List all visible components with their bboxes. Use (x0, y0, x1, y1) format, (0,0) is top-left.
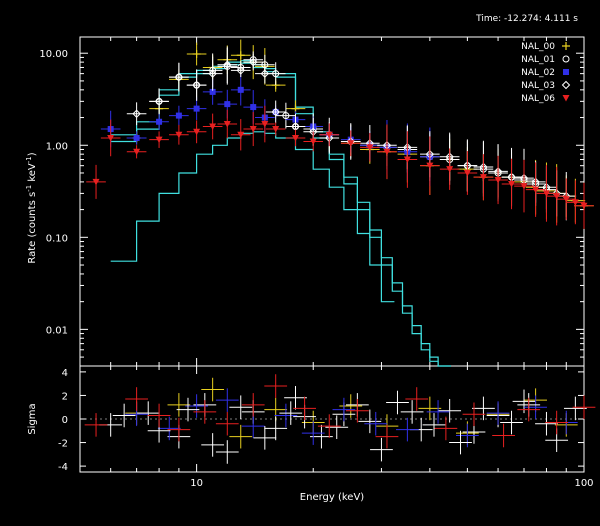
legend-label: NAL_01 (521, 55, 555, 65)
data-point (260, 69, 270, 78)
data-point (224, 101, 231, 108)
legend: NAL_00 NAL_01 NAL_02 NAL_03 NAL_06 (521, 42, 571, 104)
data-point (261, 121, 269, 128)
data-point (249, 57, 258, 67)
data-point (192, 50, 201, 59)
y-tick-label: 10.00 (39, 49, 68, 60)
data-point (347, 140, 355, 147)
data-point (133, 134, 140, 141)
x-tick-label: 10 (190, 478, 203, 489)
spectrum-series (86, 39, 594, 229)
data-point (133, 148, 141, 156)
residual-axes: 10 100 4 2 0 -2 -4 (58, 366, 594, 489)
y-tick-label: 1.00 (46, 141, 68, 152)
data-point (562, 95, 570, 102)
data-point (562, 55, 570, 63)
time-range-label: Time: -12.274: 4.111 s (475, 14, 578, 24)
data-point (403, 156, 411, 164)
x-axis-label: Energy (keV) (300, 492, 365, 503)
y-axis-label: Rate (counts s-1 keV-1) (25, 152, 38, 263)
data-point (532, 186, 540, 194)
residual-y-tick-label: -2 (58, 439, 68, 450)
data-point (542, 190, 550, 197)
data-point (494, 176, 502, 184)
data-point (174, 72, 184, 82)
legend-label: NAL_06 (521, 94, 555, 104)
data-point (175, 112, 182, 119)
data-point (508, 180, 516, 188)
spectrum-axes: 10.00 1.00 0.10 0.01 (39, 37, 585, 367)
data-point (237, 131, 245, 139)
data-point (236, 51, 245, 60)
data-point (563, 69, 569, 75)
data-point (237, 86, 244, 93)
data-point (325, 131, 333, 139)
data-point (175, 131, 183, 139)
legend-label: NAL_02 (521, 68, 555, 78)
legend-label: NAL_03 (521, 81, 555, 91)
data-point (553, 193, 561, 200)
y-tick-label: 0.10 (46, 233, 68, 244)
data-point (155, 136, 163, 144)
data-point (580, 202, 588, 210)
residual-y-axis-label: Sigma (27, 403, 38, 434)
data-point (223, 121, 231, 128)
data-point (520, 183, 528, 190)
legend-label: NAL_00 (521, 42, 555, 52)
data-point (209, 88, 216, 95)
data-point (479, 174, 487, 181)
data-point (562, 42, 570, 50)
data-point (282, 112, 290, 120)
data-point (571, 199, 579, 206)
data-point (250, 104, 257, 111)
residual-series (84, 374, 596, 464)
data-point (154, 97, 164, 106)
data-point (291, 104, 300, 113)
data-point (272, 126, 280, 133)
residual-y-tick-label: -4 (58, 462, 68, 473)
data-point (426, 162, 434, 170)
data-point (107, 134, 115, 142)
data-point (92, 178, 100, 186)
data-point (193, 128, 201, 136)
data-point (193, 105, 200, 112)
data-point (192, 80, 201, 90)
data-point (223, 60, 232, 69)
data-point (562, 196, 570, 203)
data-point (132, 109, 141, 118)
data-point (236, 66, 245, 75)
y-tick-label: 0.01 (46, 325, 68, 336)
data-point (366, 144, 374, 151)
data-point (463, 169, 471, 177)
data-point (446, 166, 454, 173)
data-point (209, 123, 217, 130)
data-point (292, 134, 300, 142)
residual-y-tick-label: 0 (62, 415, 68, 426)
x-tick-label: 100 (574, 478, 593, 489)
data-point (208, 69, 217, 78)
data-point (271, 107, 280, 117)
data-point (156, 118, 163, 125)
data-point (249, 126, 257, 133)
data-point (561, 80, 571, 90)
residual-y-tick-label: 2 (62, 391, 68, 402)
data-point (383, 148, 391, 156)
data-point (309, 138, 317, 145)
residual-y-tick-label: 4 (62, 368, 68, 379)
